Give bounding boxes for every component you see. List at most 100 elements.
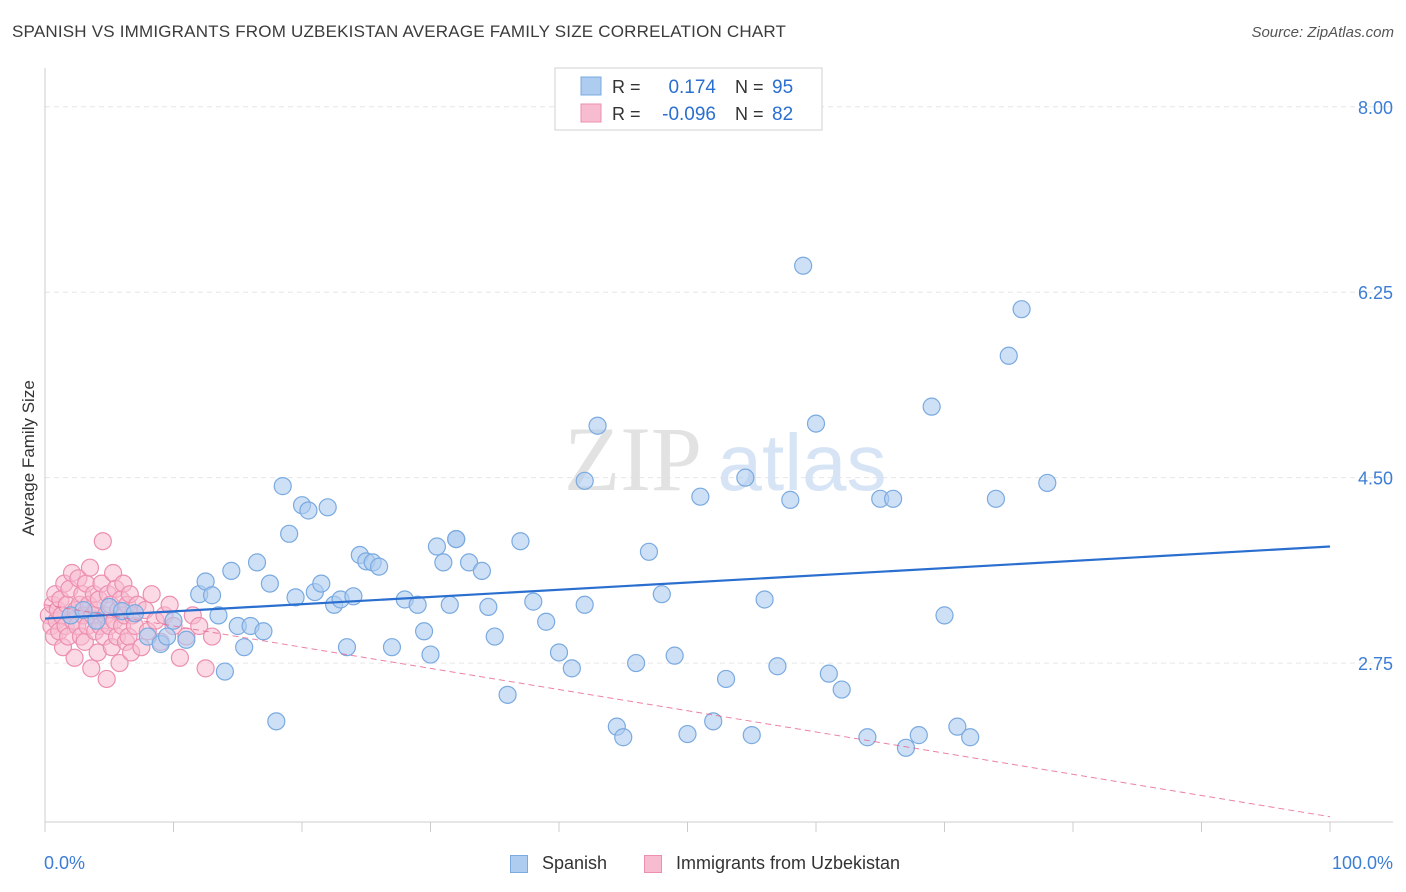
legend-item-spanish: Spanish — [510, 853, 607, 874]
spanish-point — [794, 256, 813, 275]
legend-bottom-uzbekistan-swatch — [644, 854, 662, 873]
spanish-point — [382, 638, 402, 657]
spanish-point — [1038, 473, 1057, 493]
spanish-point — [678, 724, 697, 744]
tick-labels: 2.75 4.50 6.25 8.00 0.0% 100.0% — [44, 98, 1393, 873]
uzbekistan-trend-line — [44, 604, 1331, 818]
watermark-zip: ZIP — [564, 408, 702, 510]
legend-spanish-r-label: R = — [612, 77, 641, 97]
spanish-point — [414, 622, 434, 641]
spanish-point — [447, 529, 466, 549]
spanish-point — [806, 414, 826, 433]
legend-top: R = 0.174 N = 95 R = -0.096 N = 82 — [554, 67, 823, 131]
spanish-point — [524, 592, 543, 611]
spanish-point — [626, 653, 646, 673]
legend-bottom-spanish-label: Spanish — [542, 853, 608, 873]
spanish-point — [1012, 300, 1031, 319]
spanish-point — [286, 588, 305, 607]
spanish-point — [511, 532, 530, 551]
spanish-point — [479, 597, 498, 617]
uzbekistan-point — [142, 585, 161, 604]
spanish-point — [440, 595, 459, 614]
uzbekistan-point — [80, 558, 100, 577]
trend-lines — [44, 545, 1331, 818]
y-tick-label: 4.50 — [1358, 469, 1393, 489]
spanish-point — [639, 542, 659, 561]
chart-title: SPANISH VS IMMIGRANTS FROM UZBEKISTAN AV… — [12, 22, 787, 41]
spanish-trend-line — [44, 545, 1331, 620]
spanish-point — [434, 553, 453, 572]
source-label: Source: ZipAtlas.com — [1251, 24, 1394, 41]
spanish-point — [485, 627, 504, 646]
spanish-point — [177, 630, 196, 649]
spanish-point — [472, 561, 491, 580]
spanish-point — [652, 585, 671, 604]
watermark-atlas: atlas — [718, 418, 887, 507]
spanish-point — [222, 561, 241, 580]
spanish-point — [312, 574, 331, 593]
spanish-point — [549, 643, 569, 662]
uzbekistan-point — [97, 669, 116, 689]
spanish-point — [562, 659, 581, 678]
legend-bottom-uzbekistan-label: Immigrants from Uzbekistan — [676, 853, 901, 873]
spanish-point — [247, 553, 267, 572]
grid-lines — [45, 106, 1393, 664]
legend-spanish-n-label: N = — [735, 77, 764, 97]
spanish-point — [858, 728, 877, 747]
spanish-point — [896, 738, 916, 757]
spanish-point — [691, 487, 710, 506]
spanish-point — [986, 489, 1006, 508]
spanish-point — [948, 717, 967, 736]
spanish-point — [280, 524, 299, 543]
axes — [44, 68, 1393, 832]
spanish-point — [704, 712, 723, 731]
spanish-point — [575, 471, 594, 490]
spanish-point — [922, 397, 941, 416]
spanish-point — [337, 638, 357, 657]
spanish-point — [459, 553, 479, 572]
spanish-point — [408, 595, 427, 614]
y-tick-label: 8.00 — [1358, 98, 1393, 118]
spanish-point — [537, 612, 556, 631]
spanish-point — [575, 595, 594, 614]
legend-uzbekistan-swatch — [580, 103, 602, 123]
x-tick-label-max: 100.0% — [1332, 853, 1393, 873]
spanish-point — [909, 726, 928, 745]
spanish-point — [318, 498, 337, 517]
spanish-point — [498, 685, 517, 704]
legend-item-uzbekistan: Immigrants from Uzbekistan — [644, 853, 900, 874]
legend-spanish-r-value: 0.174 — [668, 77, 716, 98]
legend-uzbekistan-r-value: -0.096 — [662, 104, 716, 125]
legend-spanish-swatch — [580, 76, 602, 96]
legend-spanish-n-value: 95 — [772, 77, 793, 98]
uzbekistan-point — [170, 648, 190, 667]
spanish-point — [832, 680, 851, 699]
uzbekistan-point — [196, 659, 215, 678]
spanish-point — [421, 645, 440, 664]
spanish-point — [935, 606, 954, 625]
y-tick-label: 6.25 — [1358, 283, 1393, 303]
spanish-point — [716, 669, 736, 689]
y-axis-label: Average Family Size — [19, 380, 38, 536]
spanish-point — [883, 489, 903, 508]
spanish-point — [755, 590, 774, 609]
spanish-point — [614, 728, 633, 747]
spanish-point — [742, 726, 761, 745]
spanish-point — [961, 728, 980, 747]
uzbekistan-point — [82, 659, 101, 678]
spanish-point — [164, 611, 183, 630]
uzbekistan-point — [65, 648, 84, 667]
spanish-points — [61, 256, 1057, 757]
uzbekistan-point — [93, 532, 112, 551]
uzbekistan-point — [110, 653, 129, 673]
spanish-point — [370, 557, 389, 576]
legend-bottom: Spanish Immigrants from Uzbekistan — [0, 850, 1406, 880]
spanish-point — [209, 606, 228, 625]
y-tick-label: 2.75 — [1358, 654, 1393, 674]
x-tick-label-min: 0.0% — [44, 853, 85, 873]
spanish-point — [267, 712, 286, 731]
uzbekistan-point — [202, 627, 222, 646]
spanish-point — [588, 416, 607, 435]
legend-uzbekistan-n-label: N = — [735, 104, 764, 124]
